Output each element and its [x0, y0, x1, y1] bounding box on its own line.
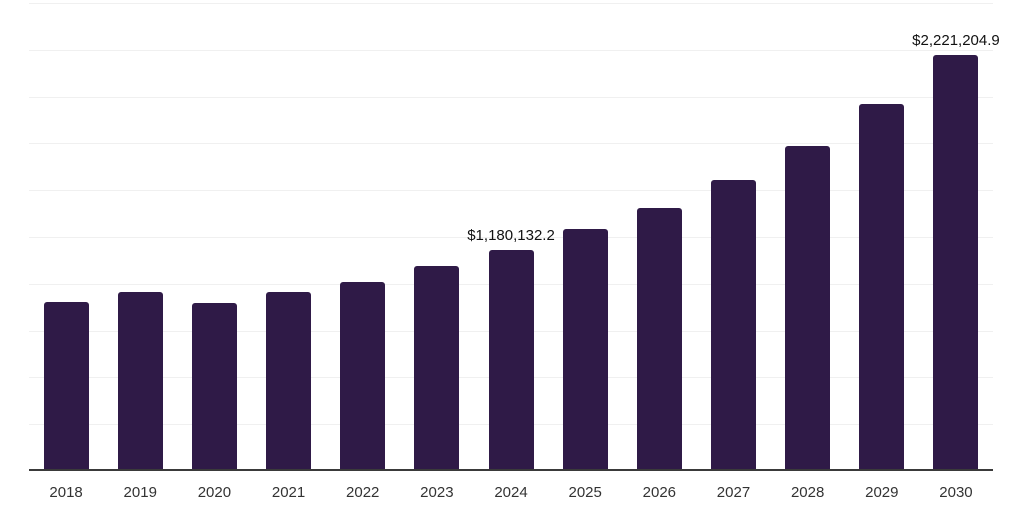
x-tick-2020: 2020: [197, 484, 232, 501]
bar-2027: [710, 179, 756, 471]
bar-2030: [933, 55, 979, 471]
plot-area: $1,180,132.2 $2,221,204.9: [29, 3, 1000, 471]
bar-2028: [785, 145, 831, 471]
bar-2020: [191, 303, 237, 471]
gridline: [29, 49, 993, 51]
x-tick-2021: 2021: [271, 484, 306, 501]
bar-2025: [562, 229, 608, 471]
x-tick-2029: 2029: [865, 484, 899, 501]
bar-2021: [266, 292, 312, 471]
bar-cell-2024: $1,180,132.2: [467, 3, 555, 471]
x-tick-2019: 2019: [123, 484, 157, 501]
bar-cell-2022: [326, 3, 400, 471]
bar-2018: [43, 302, 89, 471]
x-tick-2027: 2027: [716, 484, 751, 501]
x-tick-2028: 2028: [790, 484, 825, 501]
x-tick-2023: 2023: [420, 484, 454, 501]
x-axis-labels: 2018 2019 2020 2021 2022 2023 2024 2025 2026 2027…: [29, 484, 993, 502]
gridline: [29, 237, 993, 238]
bar-cell-2018: [29, 3, 103, 471]
bar-2029: [859, 104, 905, 471]
data-label-2030: $2,221,204.9: [912, 32, 1000, 50]
x-tick-2030: 2030: [939, 484, 973, 501]
gridline: [29, 190, 993, 192]
bar-cell-2019: [103, 3, 177, 471]
bar-2019: [117, 292, 163, 471]
bar-cell-2025: [548, 3, 622, 471]
x-axis-line: [29, 469, 993, 471]
x-tick-2026: 2026: [642, 484, 677, 501]
x-tick-2024: 2024: [494, 484, 528, 501]
x-tick-2018: 2018: [49, 484, 83, 501]
x-tick-2025: 2025: [568, 484, 602, 501]
gridline: [29, 96, 993, 98]
bar-2023: [414, 266, 460, 471]
bar-cell-2027: [696, 3, 770, 471]
bar-cell-2023: [400, 3, 474, 471]
bar-cell-2030: $2,221,204.9: [912, 3, 1000, 471]
bar-cell-2020: [177, 3, 251, 471]
bar-2022: [340, 281, 386, 471]
gridline: [29, 3, 993, 4]
x-tick-2022: 2022: [346, 484, 380, 501]
bar-cell-2029: [845, 3, 919, 471]
gridline: [29, 143, 993, 145]
bar-cell-2028: [771, 3, 845, 471]
bar-cell-2026: [622, 3, 696, 471]
bar-2026: [636, 207, 682, 471]
bars-container: $1,180,132.2 $2,221,204.9: [29, 3, 1000, 471]
bar-cell-2021: [251, 3, 325, 471]
bar-2024: [488, 250, 534, 471]
data-label-2024: $1,180,132.2: [467, 227, 555, 245]
